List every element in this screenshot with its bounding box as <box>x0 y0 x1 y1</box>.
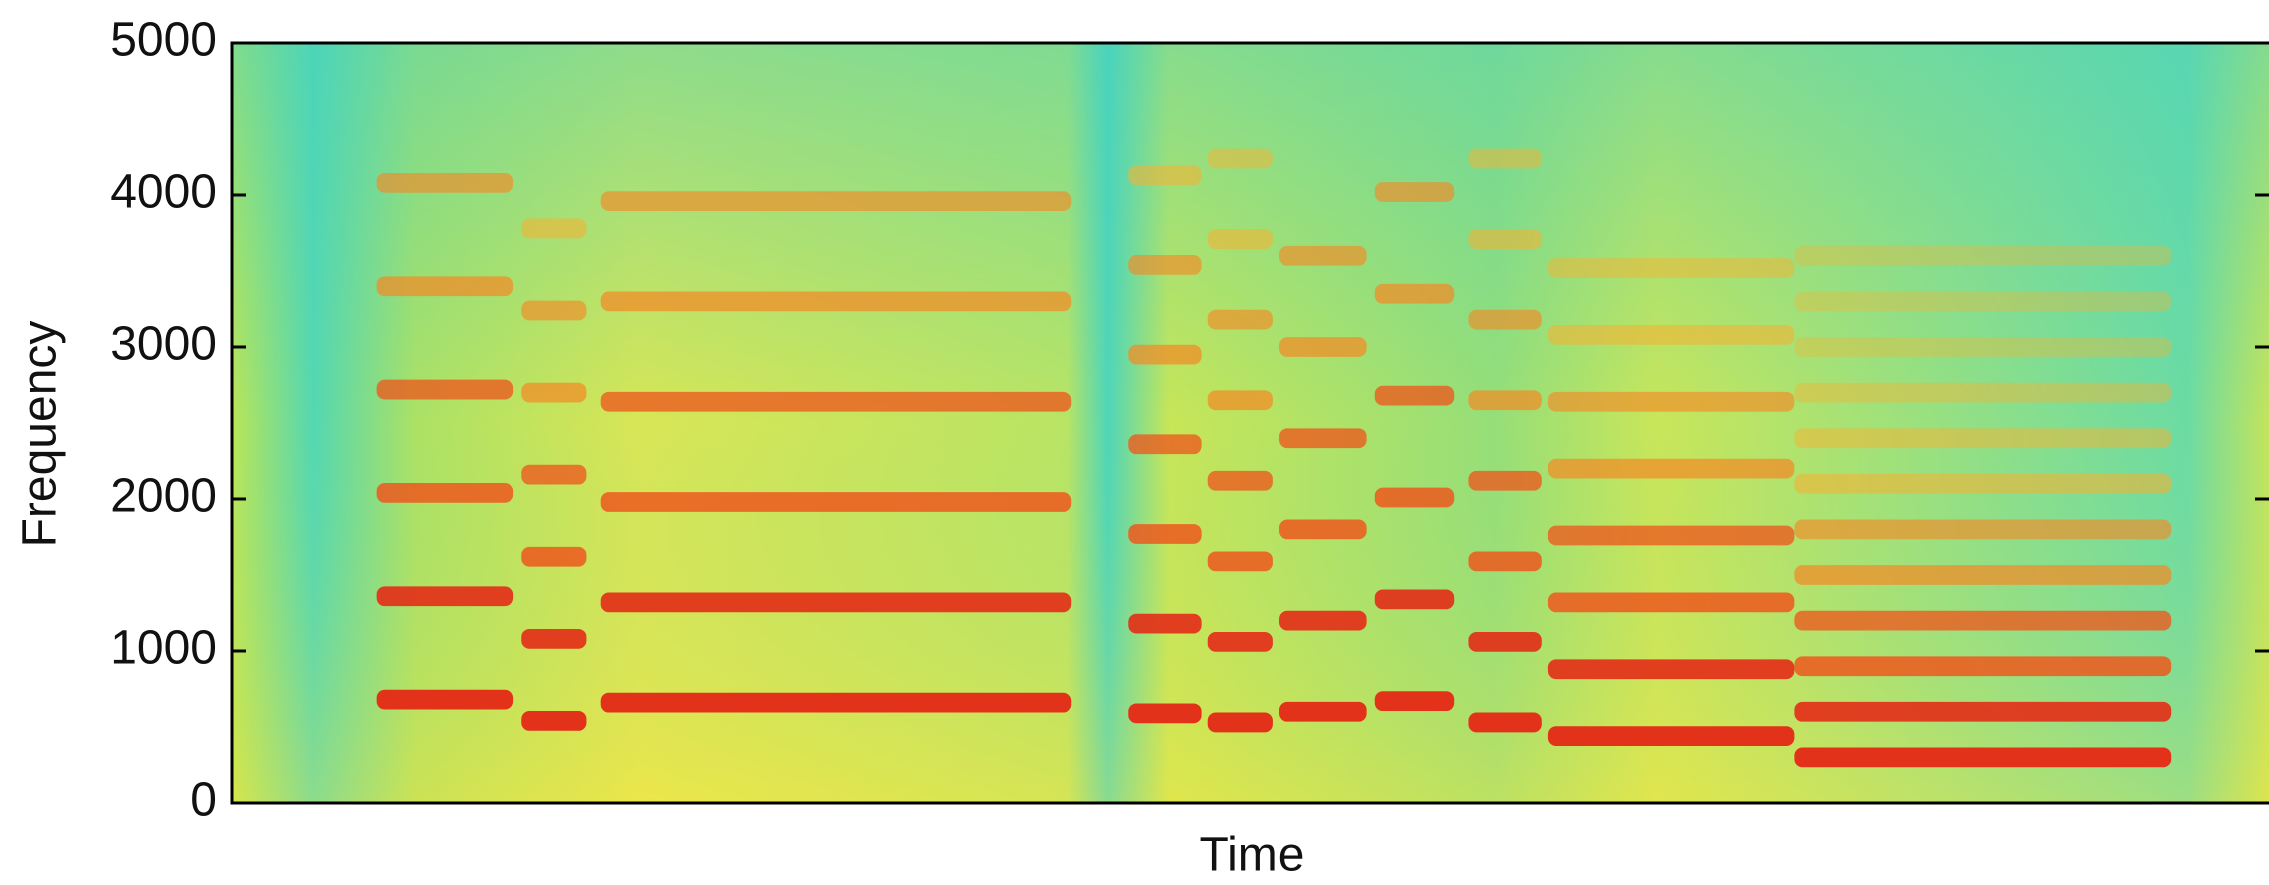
harmonic-band <box>1547 324 1795 345</box>
harmonic-band <box>1794 565 2172 585</box>
harmonic-band <box>1128 613 1202 634</box>
harmonic-band <box>1794 656 2172 677</box>
harmonic-band <box>1279 245 1367 266</box>
harmonic-band <box>1374 182 1455 202</box>
harmonic-band <box>1207 390 1273 411</box>
harmonic-band <box>376 586 514 607</box>
harmonic-band <box>1468 551 1542 572</box>
harmonic-band <box>600 492 1072 512</box>
harmonic-band <box>1207 712 1273 733</box>
spectrogram-shading <box>232 43 2269 803</box>
harmonic-band <box>1794 382 2172 403</box>
harmonic-band <box>600 592 1072 613</box>
harmonic-band <box>376 483 514 503</box>
harmonic-band <box>1794 473 2172 494</box>
harmonic-band <box>376 172 514 193</box>
harmonic-band <box>1279 701 1367 722</box>
harmonics <box>376 148 2172 768</box>
harmonic-band <box>521 711 587 731</box>
harmonic-band <box>1794 291 2172 312</box>
harmonic-band <box>376 276 514 297</box>
harmonic-band <box>1468 390 1542 411</box>
harmonic-band <box>1374 589 1455 610</box>
harmonic-band <box>1794 428 2172 449</box>
harmonic-band <box>1374 691 1455 712</box>
y-tick-label: 2000 <box>110 470 217 523</box>
harmonic-band <box>1279 519 1367 540</box>
harmonic-band <box>376 689 514 710</box>
harmonic-band <box>521 464 587 485</box>
harmonic-band <box>1468 309 1542 330</box>
harmonic-band <box>1794 337 2172 357</box>
harmonic-band <box>600 391 1072 412</box>
harmonic-band <box>1128 703 1202 724</box>
harmonic-band <box>1374 487 1455 508</box>
harmonic-band <box>1128 344 1202 365</box>
harmonic-band <box>1279 428 1367 449</box>
harmonic-band <box>1279 337 1367 357</box>
harmonic-band <box>1794 519 2172 540</box>
harmonic-band <box>600 291 1072 312</box>
harmonic-band <box>1207 470 1273 491</box>
harmonic-band <box>1468 632 1542 652</box>
harmonic-band <box>521 300 587 321</box>
harmonic-band <box>1279 610 1367 631</box>
harmonic-band <box>1207 148 1273 169</box>
harmonic-band <box>1374 283 1455 304</box>
y-tick-label: 0 <box>190 774 217 827</box>
harmonic-band <box>600 191 1072 211</box>
harmonic-band <box>1207 229 1273 249</box>
harmonic-band <box>1207 551 1273 572</box>
harmonic-band <box>1547 592 1795 613</box>
harmonic-band <box>1128 524 1202 544</box>
harmonic-band <box>1794 610 2172 631</box>
y-tick-label: 3000 <box>110 318 217 371</box>
harmonic-band <box>1547 458 1795 479</box>
harmonic-band <box>1547 659 1795 680</box>
harmonic-band <box>1547 726 1795 746</box>
harmonic-band <box>1128 165 1202 186</box>
harmonic-band <box>1207 309 1273 330</box>
harmonic-band <box>1468 470 1542 491</box>
harmonic-band <box>1374 385 1455 406</box>
harmonic-band <box>1468 148 1542 169</box>
harmonic-band <box>1468 229 1542 249</box>
y-tick-label: 5000 <box>110 14 217 67</box>
harmonic-band <box>1128 255 1202 275</box>
harmonic-band <box>1547 525 1795 546</box>
harmonic-band <box>521 628 587 649</box>
harmonic-band <box>376 379 514 400</box>
y-tick-label: 4000 <box>110 166 217 219</box>
harmonic-band <box>1207 632 1273 652</box>
y-axis-label: Frequency <box>14 321 67 548</box>
harmonic-band <box>600 692 1072 713</box>
harmonic-band <box>1128 434 1202 455</box>
harmonic-band <box>1794 701 2172 722</box>
x-axis-label: Time <box>1200 829 1305 882</box>
harmonic-band <box>1547 391 1795 412</box>
harmonic-band <box>521 218 587 239</box>
y-tick-label: 1000 <box>110 622 217 675</box>
harmonic-band <box>1468 712 1542 733</box>
harmonic-band <box>1547 258 1795 278</box>
harmonic-band <box>1794 245 2172 266</box>
harmonic-band <box>521 382 587 403</box>
harmonic-band <box>521 546 587 567</box>
plot-frame <box>230 41 2269 805</box>
harmonic-band <box>1794 747 2172 768</box>
